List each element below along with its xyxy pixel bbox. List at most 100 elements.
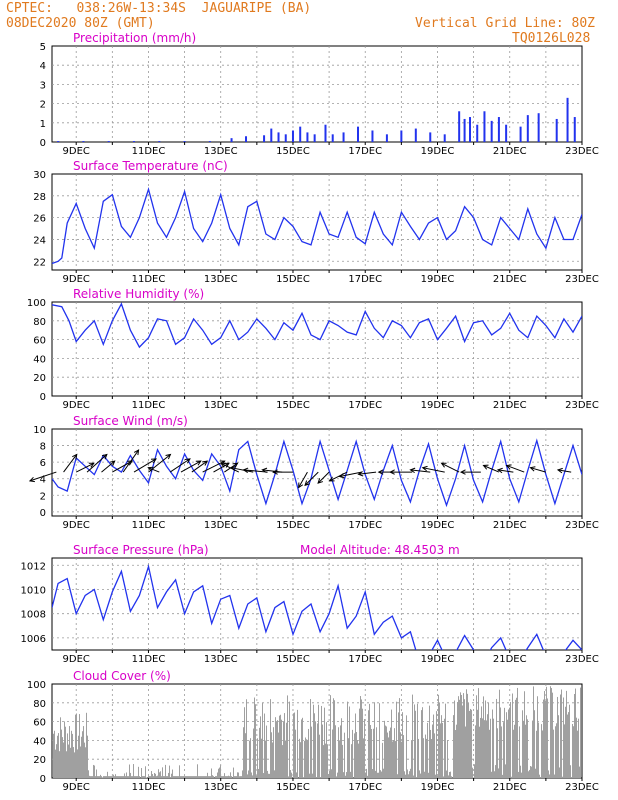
surface-pressure-hpa-xtick-label: 23DEC — [565, 654, 599, 665]
cloud-cover-bar — [549, 774, 550, 778]
wind-vector — [63, 454, 78, 473]
cloud-cover-bar — [272, 742, 273, 778]
cloud-cover-bar — [556, 723, 557, 778]
cloud-cover-bar — [252, 775, 253, 778]
cloud-cover-bar — [496, 698, 497, 778]
precipitation-mm-h-bar — [519, 126, 522, 142]
cloud-cover-bar — [63, 742, 64, 778]
cloud-cover-bar — [104, 776, 105, 778]
precipitation-mm-h-xtick-label: 19DEC — [421, 146, 455, 157]
cloud-cover-bar — [546, 686, 547, 778]
cloud-cover-bar — [143, 776, 144, 778]
precipitation-mm-h-bar — [371, 130, 374, 142]
cloud-cover-xtick-label: 21DEC — [493, 782, 527, 793]
surface-pressure-hpa-ytick: 1006 — [21, 634, 46, 645]
precipitation-mm-h-bar — [82, 141, 85, 142]
wind-vector — [180, 460, 202, 473]
surface-temperature-nc-ytick: 28 — [33, 192, 46, 203]
cloud-cover-bar — [513, 729, 514, 778]
cloud-cover-bar — [128, 776, 129, 778]
cloud-cover-bar — [529, 769, 530, 778]
cloud-cover-bar — [447, 740, 448, 778]
cloud-cover-bar — [375, 770, 376, 778]
precipitation-mm-h-xtick-label: 9DEC — [63, 146, 90, 157]
cloud-cover-bar — [103, 776, 104, 778]
surface-pressure-hpa-xtick-label: 17DEC — [348, 654, 382, 665]
cloud-cover-bar — [110, 776, 111, 778]
cloud-cover-xtick-label: 9DEC — [63, 782, 90, 793]
cloud-cover-bar — [483, 696, 484, 778]
cloud-cover-bar — [153, 776, 154, 778]
surface-wind-m-s-ytick: 0 — [40, 508, 46, 519]
cloud-cover-bar — [225, 776, 226, 778]
cloud-cover-bar — [327, 744, 328, 778]
cloud-cover-bar — [221, 776, 222, 778]
precipitation-mm-h-ytick: 5 — [40, 42, 46, 53]
cloud-cover-bar — [183, 776, 184, 778]
cloud-cover-bar — [429, 705, 430, 778]
cloud-cover-bar — [108, 776, 109, 778]
cloud-cover-bar — [207, 772, 208, 778]
cloud-cover-bar — [269, 773, 270, 778]
cloud-cover-bar — [433, 714, 434, 778]
cloud-cover-bar — [478, 688, 479, 778]
cloud-cover-bar — [544, 691, 545, 778]
cloud-cover-bar — [565, 706, 566, 778]
header-right-2: TQ0126L028 — [512, 31, 591, 46]
cloud-cover-bar — [132, 776, 133, 778]
cloud-cover-bar — [116, 776, 117, 778]
cloud-cover-bar — [154, 772, 155, 778]
surface-wind-m-s-ytick: 2 — [40, 491, 46, 502]
surface-pressure-hpa-xtick-label: 21DEC — [493, 654, 527, 665]
cloud-cover-bar — [286, 722, 287, 778]
cloud-cover-bar — [291, 772, 292, 778]
cloud-cover-bar — [192, 776, 193, 778]
cloud-cover-bar — [53, 733, 54, 778]
cloud-cover-bar — [185, 776, 186, 778]
cloud-cover-bar — [436, 711, 437, 778]
cloud-cover-bar — [65, 726, 66, 778]
cloud-cover-bar — [394, 728, 395, 778]
cloud-cover-bar — [89, 775, 90, 778]
cloud-cover-bar — [254, 697, 255, 778]
cloud-cover-bar — [94, 765, 95, 778]
cloud-cover-bar — [121, 776, 122, 778]
relative-humidity-ytick: 40 — [33, 354, 46, 365]
cloud-cover-bar — [134, 776, 135, 778]
cloud-cover-bar — [285, 740, 286, 778]
cloud-cover-bar — [406, 715, 407, 778]
cloud-cover-bar — [258, 768, 259, 778]
wind-vector-head — [202, 460, 209, 466]
cloud-cover-bar — [572, 723, 573, 778]
cloud-cover-ytick: 20 — [33, 755, 46, 766]
cloud-cover-bar — [262, 702, 263, 778]
wind-vector-head — [338, 472, 345, 479]
relative-humidity-title: Relative Humidity (%) — [73, 287, 204, 301]
surface-wind-m-s-ytick: 6 — [40, 458, 46, 469]
cloud-cover-bar — [566, 690, 567, 778]
relative-humidity-xtick-label: 13DEC — [204, 400, 238, 411]
cloud-cover-bar — [77, 749, 78, 778]
cloud-cover-bar — [283, 721, 284, 778]
cloud-cover-bar — [112, 776, 113, 778]
wind-vector — [497, 469, 514, 473]
precipitation-mm-h-ytick: 3 — [40, 80, 46, 91]
cloud-cover-ytick: 100 — [27, 680, 46, 691]
relative-humidity-xtick-label: 21DEC — [493, 400, 527, 411]
cloud-cover-bar — [276, 721, 277, 778]
cloud-cover-bar — [417, 703, 418, 778]
surface-wind-m-s-ytick: 4 — [40, 475, 46, 486]
cloud-cover-bar — [56, 744, 57, 778]
precipitation-mm-h-ytick: 0 — [40, 138, 46, 149]
cloud-cover-xtick-label: 23DEC — [565, 782, 599, 793]
cloud-cover-bar — [370, 725, 371, 778]
cloud-cover-bar — [344, 732, 345, 778]
cloud-cover-bar — [216, 776, 217, 778]
wind-vector-head — [298, 482, 304, 489]
relative-humidity-xtick-label: 11DEC — [132, 400, 166, 411]
precipitation-mm-h-ytick: 1 — [40, 119, 46, 130]
cloud-cover-bar — [372, 769, 373, 778]
cloud-cover-bar — [124, 773, 125, 778]
precipitation-mm-h-bar — [183, 141, 186, 142]
surface-temperature-nc-title: Surface Temperature (nC) — [73, 159, 228, 173]
